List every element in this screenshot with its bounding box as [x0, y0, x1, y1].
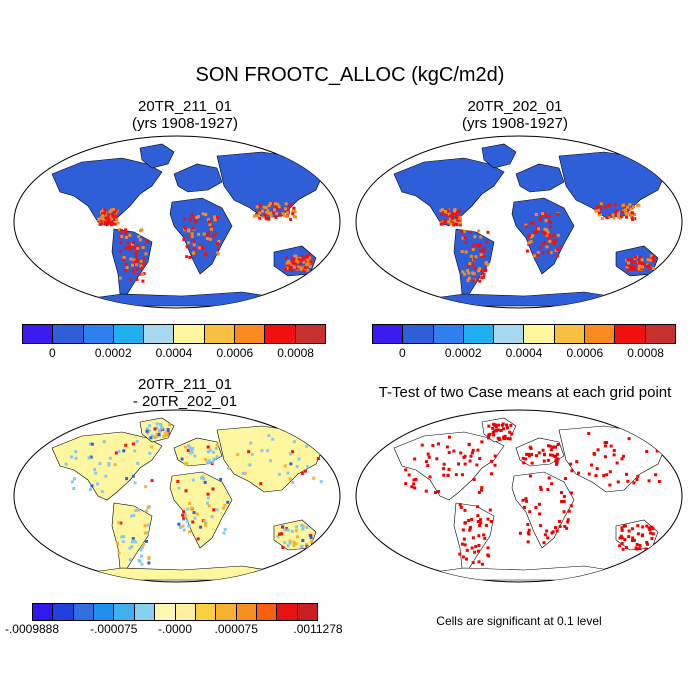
colorbar-c-swatch-8	[195, 604, 217, 620]
map-speckle-layer	[439, 202, 656, 283]
colorbar-b-swatch-3	[463, 325, 495, 343]
continent-south-america	[111, 228, 153, 297]
colorbar-b-swatch-0	[373, 325, 404, 343]
colorbar-c-swatch-2	[73, 604, 95, 620]
colorbar-a-swatch-5	[174, 325, 205, 343]
colorbar-c-tick-label: .000075	[214, 622, 258, 636]
colorbar-c-swatch-1	[53, 604, 74, 620]
panel-c-title-line2: - 20TR_202_01	[132, 393, 238, 410]
colorbar-b-swatch-9	[645, 325, 675, 343]
colorbar-a-tick-label: 0.0008	[277, 346, 314, 360]
map-speckle-layer	[404, 422, 661, 566]
colorbar-a-tick-label: 0.0006	[216, 346, 254, 360]
panel-b-title-line1: 20TR_202_01	[467, 98, 563, 115]
significance-note: Cells are significant at 0.1 level	[436, 614, 602, 628]
colorbar-b-swatch-8	[615, 325, 646, 343]
colorbar-panel-c	[32, 603, 318, 621]
panel-a-title-line2: (yrs 1908-1927)	[132, 115, 238, 132]
continent-europe	[173, 163, 223, 193]
continent-north-america	[51, 157, 163, 227]
colorbar-a-swatch-7	[235, 325, 266, 343]
colorbar-c-swatch-7	[175, 604, 196, 620]
colorbar-b-swatch-6	[554, 325, 586, 343]
colorbar-c-swatch-13	[297, 604, 318, 620]
colorbar-a-swatch-9	[295, 325, 325, 343]
panel-a-title: 20TR_211_01 (yrs 1908-1927)	[20, 98, 350, 132]
colorbar-c-tick-label: .0011278	[293, 622, 343, 636]
map-panel-b	[355, 135, 683, 309]
panel-c-title: 20TR_211_01 - 20TR_202_01	[20, 376, 350, 410]
panel-c-title-line1: 20TR_211_01	[138, 376, 232, 393]
panel-d-title: T-Test of two Case means at each grid po…	[350, 384, 700, 401]
colorbar-b-swatch-7	[585, 325, 616, 343]
panel-a-title-line1: 20TR_211_01	[138, 98, 232, 115]
colorbar-b-tick-label: 0.0004	[505, 346, 543, 360]
colorbar-a-swatch-0	[23, 325, 54, 343]
colorbar-b-swatch-2	[433, 325, 464, 343]
colorbar-a-swatch-2	[83, 325, 114, 343]
colorbar-a-swatch-1	[53, 325, 84, 343]
colorbar-c-tick-label: -.0009888	[4, 622, 60, 636]
panel-d-title-line1: T-Test of two Case means at each grid po…	[378, 384, 672, 401]
colorbar-c-tick-label: -.0000	[157, 622, 193, 636]
colorbar-panel-b	[372, 324, 676, 344]
colorbar-a-swatch-8	[265, 325, 296, 343]
colorbar-a-swatch-6	[204, 325, 236, 343]
colorbar-c-swatch-5	[134, 604, 156, 620]
colorbar-b-swatch-1	[403, 325, 434, 343]
colorbar-b-tick-label: 0.0002	[444, 346, 482, 360]
continent-north-america	[51, 431, 163, 501]
colorbar-c-swatch-4	[114, 604, 135, 620]
map-panel-a	[13, 135, 341, 309]
colorbar-a-tick-label: 0	[49, 346, 56, 360]
colorbar-b-swatch-5	[524, 325, 555, 343]
colorbar-c-swatch-3	[94, 604, 115, 620]
map-speckle-layer	[64, 422, 323, 566]
colorbar-a-swatch-3	[113, 325, 145, 343]
continent-greenland	[481, 143, 517, 169]
colorbar-b-tick-label: 0	[399, 346, 406, 360]
map-panel-d	[355, 409, 683, 583]
continent-south-america	[453, 228, 495, 297]
colorbar-c-swatch-11	[256, 604, 278, 620]
colorbar-c-tick-label: -.000075	[90, 622, 138, 636]
continent-north-america	[393, 157, 505, 227]
continent-europe	[515, 163, 565, 193]
continent-south-america	[111, 502, 153, 571]
colorbar-c-swatch-12	[277, 604, 298, 620]
continent-greenland	[139, 143, 175, 169]
map-speckle-layer	[97, 202, 314, 283]
colorbar-a-tick-label: 0.0004	[155, 346, 193, 360]
map-panel-c	[13, 409, 341, 583]
colorbar-a-tick-label: 0.0002	[94, 346, 132, 360]
continent-africa	[511, 471, 575, 549]
colorbar-a-swatch-4	[144, 325, 175, 343]
colorbar-b-tick-label: 0.0006	[566, 346, 604, 360]
colorbar-b-swatch-4	[494, 325, 525, 343]
colorbar-c-swatch-0	[33, 604, 54, 620]
colorbar-c-swatch-6	[155, 604, 176, 620]
figure-title: SON FROOTC_ALLOC (kgC/m2d)	[195, 64, 505, 86]
panel-b-title: 20TR_202_01 (yrs 1908-1927)	[350, 98, 680, 132]
colorbar-c-swatch-10	[236, 604, 257, 620]
colorbar-panel-a	[22, 324, 326, 344]
colorbar-b-tick-label: 0.0008	[627, 346, 664, 360]
panel-b-title-line2: (yrs 1908-1927)	[462, 115, 568, 132]
colorbar-c-swatch-9	[216, 604, 237, 620]
